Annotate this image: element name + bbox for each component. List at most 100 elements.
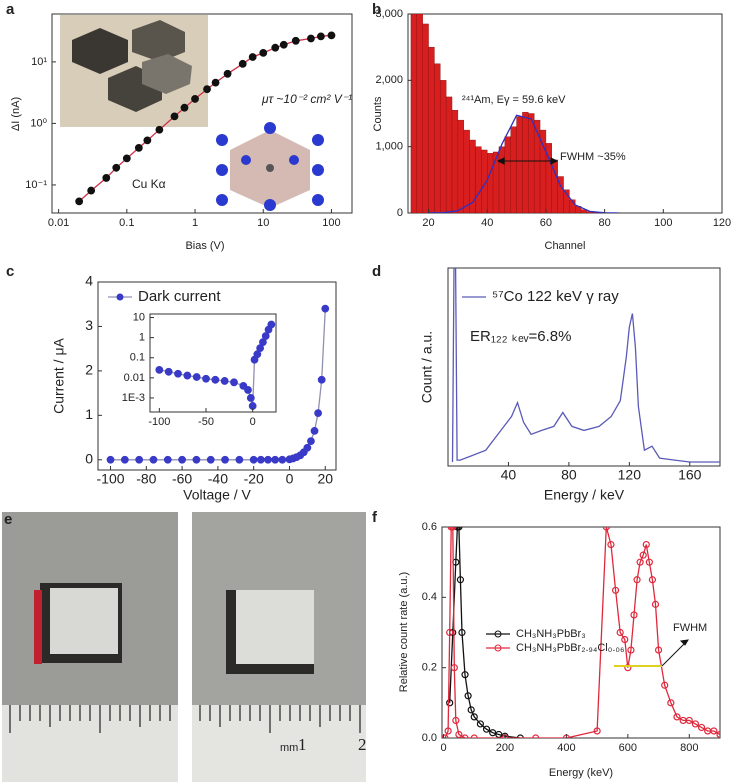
x-axis-label: Energy (keV) [549,767,613,779]
data-point [155,125,164,134]
y-tick-label: 3,000 [375,8,403,20]
x-tick-label: 400 [557,742,575,754]
data-point [178,455,187,464]
data-point [135,455,144,464]
x-tick-label: -100 [97,471,125,487]
x-tick-label: 160 [678,467,702,483]
data-point [87,186,96,195]
data-point [611,586,620,594]
x-tick-label: 800 [680,742,698,754]
data-point [667,699,675,707]
y-tick-label: 10⁰ [30,117,47,129]
panel-label: b [372,1,381,18]
histogram-bar [440,80,447,213]
data-point [211,78,220,87]
y-tick-label: 2 [85,362,93,378]
histogram-bar [528,113,535,213]
data-point [458,628,466,637]
data-point [710,727,718,735]
data-point [202,374,210,383]
data-point [271,455,280,464]
data-point [75,197,84,206]
data-point [271,43,280,52]
data-point [102,174,111,182]
x-tick-label: -80 [136,471,156,487]
legend-label: ⁵⁷Co 122 keV γ ray [492,288,619,305]
x-tick-label: 80 [598,217,610,229]
data-point [630,611,638,619]
data-point [455,730,463,738]
plot-area [442,527,720,738]
y-tick-label: 0.2 [422,662,437,674]
data-point [155,365,164,374]
histogram-bar [580,209,588,213]
data-point [639,551,647,559]
data-point [482,725,491,733]
x-axis-label: Channel [545,240,586,252]
legend-label: Dark current [138,288,221,305]
data-point [327,31,336,40]
data-point [616,628,624,637]
data-point [279,40,288,49]
y-tick-label: 0.1 [130,352,145,364]
data-point [467,706,475,714]
y-tick-label: 0.01 [124,372,145,384]
annotation: μτ ~10⁻² cm² V⁻¹ [261,92,352,106]
data-point [449,527,457,531]
histogram-bar [445,96,453,213]
data-point [259,48,268,57]
y-tick-label: 1,000 [375,141,403,153]
data-point [206,455,215,464]
data-point [645,558,653,566]
data-point [470,734,478,738]
annotation: Cu Kα [132,177,166,191]
x-tick-label: 0 [286,471,294,487]
histogram-bar [457,119,464,213]
data-point [310,426,319,435]
data-point [685,716,693,725]
data-point [249,455,258,464]
data-point [716,730,720,738]
ruler-label: mm [280,742,298,754]
x-axis-label: Bias (V) [185,240,224,252]
y-axis-label: Relative count rate (a.u.) [398,572,410,692]
data-point [244,386,252,394]
y-tick-label: 1 [139,332,145,344]
data-point [470,713,478,721]
plot-frame [149,313,277,413]
data-point [191,95,199,103]
ruler-label: 1 [298,735,307,754]
data-point [211,375,220,384]
legend-marker [494,630,502,638]
data-point [607,540,615,549]
data-point [317,375,326,384]
data-point [203,85,211,94]
y-axis-label: Current / μA [51,337,67,413]
data-point [602,527,610,531]
legend-label: CH₃NH₃PbBr₂.₉₄Cl₀.₀₆ [516,642,624,654]
plot-frame [447,267,721,467]
x-tick-label: 100 [322,217,340,229]
data-point [256,455,265,464]
annotation: ER₁₂₂ ₖₑᵥ=6.8% [470,328,571,345]
data-point [321,304,330,313]
data-point [461,734,469,738]
data-point [112,163,121,172]
data-point [278,455,287,464]
data-point [593,727,601,735]
x-axis-label: Voltage / V [183,487,251,503]
data-point [106,455,115,464]
panel-label: f [372,509,378,526]
data-point [673,713,681,721]
y-tick-label: 0.4 [422,591,437,603]
data-point [291,36,300,45]
y-tick-label: 3 [85,317,93,333]
y-tick-label: 1E-3 [122,392,145,404]
histogram-bar [498,146,506,213]
data-point [307,437,315,446]
data-point [624,664,632,672]
series-line [451,268,720,463]
data-point [235,455,244,464]
data-point [259,338,267,347]
data-point [642,540,650,549]
